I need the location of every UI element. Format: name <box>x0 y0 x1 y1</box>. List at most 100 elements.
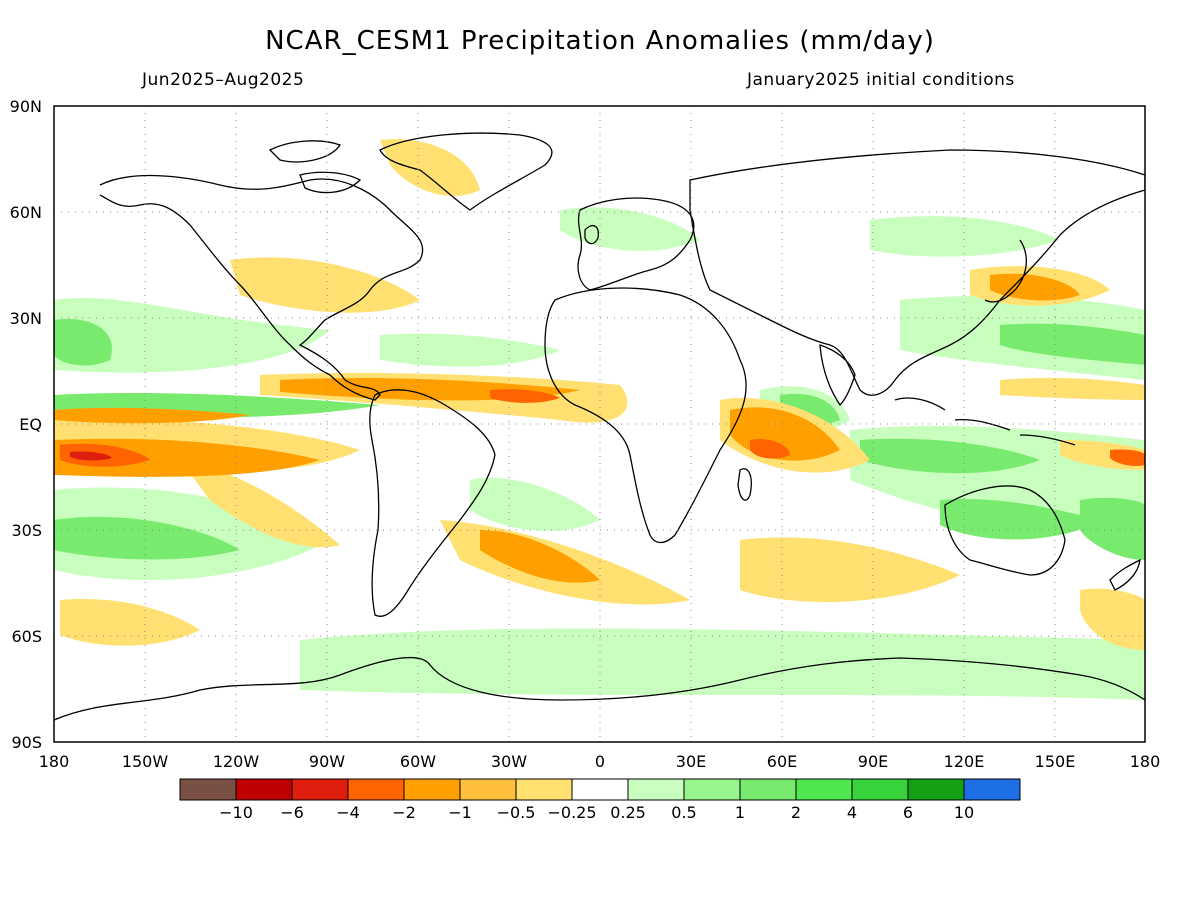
colorbar-swatch <box>963 778 1021 801</box>
wet-core-west-pacific <box>1000 323 1145 365</box>
uk-coast <box>584 224 599 245</box>
lon-tick: 180 <box>39 752 70 771</box>
colorbar-label: 1 <box>735 803 745 822</box>
dry-strong-atlantic-itcz <box>490 389 560 403</box>
madagascar-coast <box>737 468 752 501</box>
lat-tick-labels: 90N 60N 30N EQ 30S 60S 90S <box>10 97 42 752</box>
colorbar-swatch <box>235 778 293 801</box>
dry-band-southern-ocean-east <box>1080 588 1145 650</box>
colorbar-label: 0.25 <box>610 803 646 822</box>
colorbar-swatch <box>403 778 461 801</box>
lat-tick: EQ <box>19 415 42 434</box>
dry-band-west-pacific <box>1000 377 1145 400</box>
greenland-coast <box>379 132 553 211</box>
asia-coast <box>689 149 1145 396</box>
dry-strong-indian-ocean <box>750 439 790 459</box>
dry-band-north-america <box>230 257 420 313</box>
wet-core-sub-pacific-east <box>1080 497 1145 560</box>
lon-tick: 180 <box>1130 752 1161 771</box>
colorbar-label: −0.5 <box>497 803 536 822</box>
lon-tick: 60W <box>400 752 436 771</box>
colorbar-label: 4 <box>847 803 857 822</box>
colorbar-label: −10 <box>219 803 253 822</box>
colorbar: −10 −6 −4 −2 −1 −0.5 −0.25 0.25 0.5 1 2 4 6 10 <box>179 778 1021 822</box>
colorbar-label: 0.5 <box>671 803 696 822</box>
dry-extreme-central-pacific <box>70 451 112 461</box>
wet-core-north-pacific <box>54 319 112 366</box>
map-title: NCAR_CESM1 Precipitation Anomalies (mm/d… <box>265 26 935 56</box>
period-label: Jun2025–Aug2025 <box>142 70 305 90</box>
dry-mod-south-atlantic <box>480 530 600 583</box>
indonesia-coast <box>894 397 1076 446</box>
colorbar-swatch <box>795 778 853 801</box>
colorbar-swatch <box>627 778 685 801</box>
wet-core-maritime <box>860 438 1040 474</box>
wet-core-south-pacific <box>54 516 240 560</box>
new-zealand-coast <box>1109 558 1141 591</box>
colorbar-label: −1 <box>448 803 472 822</box>
lat-tick: 90S <box>11 733 42 752</box>
lat-tick: 30N <box>10 309 42 328</box>
wet-band-south-atlantic <box>470 478 600 531</box>
africa-coast <box>544 287 747 544</box>
lon-tick: 150W <box>122 752 169 771</box>
coastlines <box>54 132 1145 721</box>
colorbar-swatch <box>459 778 517 801</box>
colorbar-label: 6 <box>903 803 913 822</box>
antarctica-coast <box>54 656 1145 721</box>
colorbar-swatch <box>851 778 909 801</box>
colorbar-label: 10 <box>954 803 974 822</box>
colorbar-label: 2 <box>791 803 801 822</box>
initial-conditions-label: January2025 initial conditions <box>747 70 1015 90</box>
lat-tick: 90N <box>10 97 42 116</box>
lon-tick: 30W <box>491 752 527 771</box>
lon-tick: 90W <box>309 752 345 771</box>
wet-band-southern-ocean <box>300 628 1145 700</box>
australia-coast <box>944 485 1066 576</box>
dry-band-south-pacific-60s <box>60 599 200 646</box>
lon-tick: 90E <box>858 752 888 771</box>
south-america-coast <box>369 389 496 617</box>
lat-tick: 60S <box>11 627 42 646</box>
colorbar-swatch <box>515 778 573 801</box>
colorbar-label: −6 <box>280 803 304 822</box>
europe-coast <box>577 197 695 291</box>
colorbar-label: −2 <box>392 803 416 822</box>
lon-tick-labels: 180 150W 120W 90W 60W 30W 0 30E 60E 90E … <box>39 752 1161 771</box>
lon-tick: 0 <box>595 752 605 771</box>
india-coast <box>819 344 856 407</box>
colorbar-swatch <box>683 778 741 801</box>
lon-tick: 30E <box>676 752 706 771</box>
dry-band-greenland <box>380 139 480 196</box>
lon-tick: 150E <box>1035 752 1076 771</box>
anomaly-field <box>54 139 1145 700</box>
wet-band-east-atlantic-north <box>560 207 700 251</box>
lon-tick: 120W <box>213 752 260 771</box>
lon-tick: 60E <box>767 752 797 771</box>
arctic-islands <box>268 140 362 194</box>
dry-mod-japan <box>990 273 1080 301</box>
wet-core-australia <box>940 499 1100 540</box>
wet-band-north-pacific <box>54 297 330 373</box>
colorbar-label: −0.25 <box>547 803 596 822</box>
lat-tick: 30S <box>11 521 42 540</box>
dry-mod-north-pacific-west <box>54 407 250 424</box>
japan-coast <box>984 239 1027 303</box>
dry-band-south-pacific <box>180 460 340 548</box>
colorbar-swatch <box>571 778 629 801</box>
dry-strong-east-pacific <box>1110 449 1145 466</box>
north-america-coast <box>99 174 424 401</box>
colorbar-swatch <box>179 778 237 801</box>
colorbar-label: −4 <box>336 803 360 822</box>
lat-tick: 60N <box>10 203 42 222</box>
colorbar-swatch <box>907 778 965 801</box>
graticule <box>54 106 1145 742</box>
colorbar-swatch <box>347 778 405 801</box>
dry-band-south-indian <box>740 537 960 602</box>
wet-band-atlantic <box>380 333 560 367</box>
map-frame <box>53 105 1146 743</box>
wet-band-siberia <box>870 216 1060 257</box>
colorbar-swatch <box>291 778 349 801</box>
colorbar-swatch <box>739 778 797 801</box>
